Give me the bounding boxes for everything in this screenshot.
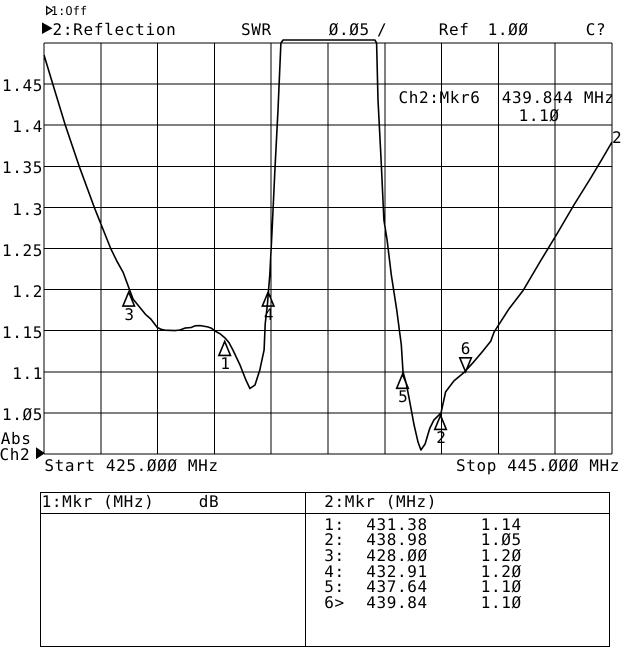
y-axis-label: 1.4 (12, 117, 43, 137)
row-marker-number: 1: (324, 514, 345, 534)
table-ch1-header: 1:Mkr (MHz) (41, 491, 155, 511)
stop-frequency-label: Stop 445.ØØØ MHz (456, 456, 621, 476)
row-marker-value: 1.2Ø (480, 546, 522, 566)
cal-status: C? (585, 20, 607, 40)
row-marker-number: 2: (324, 530, 345, 550)
marker-2-symbol (433, 413, 448, 431)
row-marker-frequency: 439.84 (366, 593, 428, 613)
row-marker-value: 1.2Ø (480, 561, 522, 581)
trace-format: SWR (241, 20, 272, 40)
row-marker-frequency: 438.98 (366, 530, 428, 550)
marker-readout-frequency: 439.844 MHz (501, 87, 615, 107)
scale-separator: / (377, 20, 388, 40)
row-marker-value: 1.1Ø (480, 593, 522, 613)
y-axis-label: 1.25 (1, 240, 43, 260)
table-border-bottom (40, 646, 610, 647)
marker-readout-label: Ch2:Mkr6 (398, 87, 481, 107)
y-axis-label: 1.1 (12, 363, 43, 383)
trace-number-label: 2 (612, 128, 623, 148)
ref-label: Ref (438, 20, 470, 40)
y-axis-label: 1.45 (1, 76, 43, 96)
marker-4-symbol (261, 290, 276, 307)
marker-5-symbol (395, 372, 410, 390)
row-marker-value: 1.14 (480, 514, 522, 534)
table-header-underline (40, 513, 610, 514)
channel1-marker-icon (45, 5, 54, 16)
row-marker-number: 6> (324, 593, 345, 613)
y-axis-label: 1.3 (12, 199, 43, 219)
marker-6-symbol (458, 356, 473, 374)
y-axis-label: 1.Ø5 (1, 405, 43, 424)
row-marker-number: 5: (324, 577, 345, 597)
channel2-pointer-icon (36, 447, 45, 460)
table-border-left (40, 492, 41, 647)
table-ch1-unit-header: dB (198, 491, 220, 511)
y-axis-label: 1.35 (1, 158, 43, 178)
marker-6-number: 6 (460, 338, 471, 358)
row-marker-number: 3: (324, 546, 345, 566)
table-ch2-header: 2:Mkr (MHz) (324, 491, 437, 511)
row-marker-frequency: 428.ØØ (366, 546, 428, 566)
channel1-title: 1:Off (50, 3, 88, 18)
row-marker-value: 1.Ø5 (480, 530, 522, 550)
row-marker-frequency: 437.64 (366, 577, 428, 597)
table-border-right (609, 492, 610, 647)
row-marker-frequency: 432.91 (366, 561, 428, 581)
row-marker-value: 1.1Ø (480, 577, 522, 597)
table-border-top (40, 492, 610, 493)
marker-5-number: 5 (398, 387, 408, 406)
ref-value: 1.ØØ (487, 20, 529, 40)
row-marker-number: 4: (324, 561, 345, 581)
marker-2-number: 2 (436, 428, 446, 448)
row-marker-frequency: 431.38 (366, 514, 428, 534)
y-axis-label: 1.2 (12, 281, 43, 301)
channel-label: Ch2 (0, 444, 31, 464)
marker-4-number: 4 (263, 304, 274, 324)
table-divider (305, 492, 306, 647)
amplitude-mode-label: Abs (0, 429, 32, 449)
y-axis-label: 1.15 (1, 322, 43, 342)
marker-readout-value: 1.1Ø (518, 105, 560, 125)
channel2-marker-icon (42, 22, 53, 35)
marker-3-number: 3 (124, 304, 135, 324)
swr-trace (43, 39, 613, 451)
channel2-title: 2:Reflection (52, 20, 177, 40)
scale-per-division: Ø.Ø5 (328, 20, 370, 40)
marker-3-symbol (121, 290, 136, 307)
marker-1-symbol (217, 339, 232, 357)
start-frequency-label: Start 425.ØØØ MHz (44, 456, 219, 476)
marker-1-number: 1 (220, 354, 231, 374)
